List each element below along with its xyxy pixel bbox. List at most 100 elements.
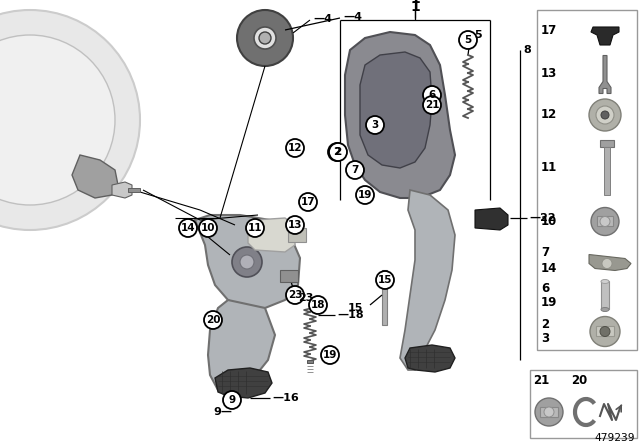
Ellipse shape	[601, 307, 609, 311]
Circle shape	[237, 10, 293, 66]
Circle shape	[366, 116, 384, 134]
Text: 17: 17	[541, 25, 557, 38]
Circle shape	[329, 143, 347, 161]
Text: 6: 6	[428, 90, 436, 100]
Circle shape	[286, 216, 304, 234]
Circle shape	[590, 316, 620, 346]
Circle shape	[179, 219, 197, 237]
Polygon shape	[248, 218, 295, 252]
Text: 1: 1	[410, 0, 420, 14]
Text: 23: 23	[298, 293, 314, 303]
Circle shape	[232, 247, 262, 277]
Circle shape	[423, 86, 441, 104]
Bar	[537, 10, 637, 350]
Circle shape	[328, 143, 346, 161]
Text: 3: 3	[371, 120, 379, 130]
Circle shape	[423, 96, 441, 114]
Text: 14: 14	[180, 223, 195, 233]
Bar	[600, 140, 614, 147]
Circle shape	[589, 99, 621, 131]
Text: 9—: 9—	[213, 407, 232, 417]
Polygon shape	[405, 345, 455, 372]
Text: 2: 2	[333, 147, 340, 157]
Polygon shape	[112, 182, 132, 198]
Polygon shape	[72, 155, 118, 198]
Circle shape	[246, 219, 264, 237]
Text: 17: 17	[301, 197, 316, 207]
Text: —4: —4	[313, 14, 332, 24]
Text: 7: 7	[351, 165, 358, 175]
Circle shape	[459, 31, 477, 49]
Text: 19: 19	[323, 350, 337, 360]
Circle shape	[286, 286, 304, 304]
Circle shape	[591, 207, 619, 236]
Circle shape	[600, 216, 610, 227]
Text: 20: 20	[205, 315, 220, 325]
Bar	[288, 228, 306, 242]
Circle shape	[356, 186, 374, 204]
Text: 20: 20	[571, 374, 588, 387]
Bar	[601, 281, 609, 310]
Text: 10: 10	[541, 215, 557, 228]
Text: 19: 19	[358, 190, 372, 200]
Circle shape	[223, 391, 241, 409]
Text: 7
14: 7 14	[541, 246, 557, 275]
Polygon shape	[208, 300, 275, 395]
Bar	[382, 270, 387, 325]
Text: 18: 18	[311, 300, 325, 310]
Polygon shape	[400, 190, 455, 370]
Circle shape	[321, 346, 339, 364]
Text: —22: —22	[529, 213, 556, 223]
Circle shape	[376, 271, 394, 289]
Bar	[530, 370, 637, 438]
Circle shape	[204, 311, 222, 329]
Polygon shape	[360, 52, 432, 168]
Circle shape	[199, 219, 217, 237]
Text: 12: 12	[288, 143, 302, 153]
Text: —16: —16	[272, 393, 299, 403]
Text: 13: 13	[541, 67, 557, 80]
Ellipse shape	[601, 280, 609, 284]
Circle shape	[602, 258, 612, 268]
Text: 11: 11	[248, 223, 262, 233]
Text: 9: 9	[228, 395, 236, 405]
Circle shape	[601, 111, 609, 119]
Bar	[604, 147, 610, 195]
Text: 15: 15	[348, 303, 363, 313]
Circle shape	[0, 35, 115, 205]
Text: 11: 11	[541, 161, 557, 174]
Text: —18: —18	[337, 310, 364, 320]
Text: 1: 1	[410, 0, 420, 6]
Polygon shape	[195, 215, 300, 308]
Text: 5: 5	[465, 35, 472, 45]
Text: 2: 2	[334, 147, 342, 157]
Polygon shape	[345, 32, 455, 198]
Circle shape	[299, 193, 317, 211]
Polygon shape	[599, 56, 611, 94]
Bar	[280, 270, 298, 282]
Polygon shape	[475, 208, 508, 230]
Circle shape	[309, 296, 327, 314]
Text: 15: 15	[378, 275, 392, 285]
Text: 10: 10	[201, 223, 215, 233]
Circle shape	[254, 27, 276, 49]
Circle shape	[0, 10, 140, 230]
Circle shape	[596, 106, 614, 124]
Text: 5: 5	[474, 30, 482, 40]
Text: 13: 13	[288, 220, 302, 230]
Circle shape	[259, 32, 271, 44]
Bar	[597, 216, 613, 227]
Text: 479239: 479239	[595, 433, 635, 443]
Text: 21: 21	[425, 100, 439, 110]
Circle shape	[544, 407, 554, 417]
Text: —4: —4	[343, 12, 362, 22]
Bar	[596, 327, 614, 336]
Circle shape	[600, 327, 610, 336]
Polygon shape	[215, 368, 272, 398]
Text: 12: 12	[541, 108, 557, 121]
Bar	[307, 360, 313, 363]
Circle shape	[240, 255, 254, 269]
Circle shape	[346, 161, 364, 179]
Bar	[128, 188, 140, 192]
Circle shape	[286, 139, 304, 157]
